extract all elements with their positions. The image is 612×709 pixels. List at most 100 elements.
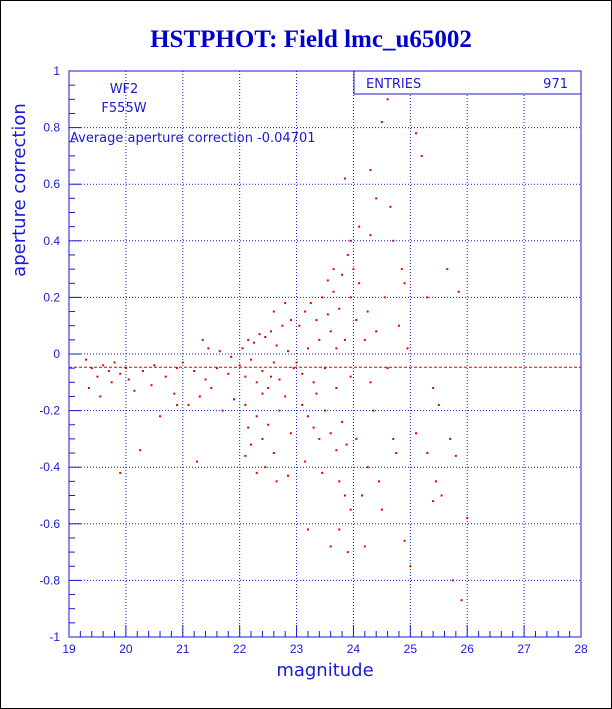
data-point (230, 355, 233, 358)
data-point (295, 361, 298, 364)
data-point (218, 350, 221, 353)
data-point (107, 369, 110, 372)
data-point (196, 460, 198, 463)
data-point (324, 367, 326, 370)
data-point (406, 347, 409, 350)
data-point (304, 460, 307, 463)
data-point (346, 253, 349, 256)
data-point (403, 539, 406, 542)
data-point (272, 452, 275, 455)
data-point (440, 494, 443, 497)
data-point (127, 378, 130, 381)
data-point (321, 296, 324, 299)
data-point (261, 369, 264, 372)
data-point (341, 420, 344, 423)
data-point (332, 268, 335, 271)
data-point (383, 296, 386, 299)
data-point (176, 403, 179, 406)
data-point (378, 480, 381, 483)
data-point (201, 338, 204, 341)
data-point (289, 319, 292, 322)
data-point (454, 454, 457, 457)
data-point (335, 347, 338, 350)
data-point (349, 508, 352, 511)
data-point (96, 375, 99, 378)
data-point (349, 375, 352, 378)
filter-label: F555W (101, 101, 146, 116)
data-point (193, 369, 196, 372)
data-point (426, 296, 429, 299)
data-point (247, 338, 250, 341)
data-point (85, 358, 88, 361)
x-tick-label: 27 (517, 642, 531, 656)
data-point (432, 386, 435, 389)
data-point (369, 234, 372, 237)
data-point (244, 375, 247, 378)
data-point (352, 268, 355, 271)
x-tick-label: 24 (347, 642, 361, 656)
y-axis-title: aperture correction (9, 103, 30, 277)
data-point (119, 471, 122, 474)
x-tick-label: 26 (461, 642, 475, 656)
data-point (426, 452, 429, 455)
data-point (434, 480, 437, 483)
data-point (392, 239, 395, 242)
data-point (164, 375, 167, 378)
data-point (269, 330, 272, 333)
y-tick-label: -0.6 (39, 517, 60, 531)
data-point (343, 494, 346, 497)
data-point (267, 386, 270, 389)
data-point (369, 169, 372, 172)
data-point (298, 324, 301, 327)
data-point (284, 395, 287, 398)
data-point (252, 341, 255, 344)
data-point (338, 528, 341, 531)
data-point (287, 350, 290, 353)
data-point (349, 239, 352, 242)
data-point (366, 466, 369, 469)
data-point (102, 364, 105, 367)
data-point (380, 120, 383, 123)
y-tick-label: 0 (53, 347, 60, 361)
data-point (301, 403, 304, 406)
entries-label: ENTRIES (366, 77, 421, 92)
data-point (315, 319, 318, 322)
data-point (375, 330, 378, 333)
y-tick-label: 0.4 (43, 234, 60, 248)
x-tick-label: 19 (62, 642, 76, 656)
y-tick-label: 1 (53, 64, 60, 78)
data-point (369, 381, 372, 384)
data-point (232, 398, 235, 401)
data-point (375, 197, 378, 200)
y-tick-label: 0.6 (43, 177, 60, 191)
data-point (386, 98, 389, 101)
x-tick-label: 21 (176, 642, 190, 656)
data-point (99, 395, 102, 398)
stats-box: ENTRIES 971 (353, 70, 582, 95)
data-point (341, 273, 344, 276)
data-point (139, 449, 142, 452)
y-tick-label: -1 (49, 630, 60, 644)
data-point (244, 403, 247, 406)
data-point (355, 319, 358, 322)
data-point (264, 466, 267, 469)
entries-value: 971 (543, 77, 568, 92)
data-point (386, 367, 389, 370)
data-point (141, 369, 144, 372)
data-point (363, 545, 366, 548)
data-point (198, 395, 201, 398)
data-point (90, 367, 93, 370)
data-point (449, 437, 452, 440)
data-point (227, 372, 230, 375)
data-point (306, 415, 309, 418)
data-point (238, 364, 241, 367)
data-points (85, 98, 469, 602)
y-tick-label: 0.2 (43, 290, 60, 304)
data-point (287, 474, 290, 477)
data-point (329, 432, 332, 435)
camera-label: WF2 (110, 82, 139, 97)
data-point (261, 392, 264, 395)
data-point (272, 310, 275, 313)
data-point (358, 282, 361, 285)
data-point (173, 392, 176, 395)
